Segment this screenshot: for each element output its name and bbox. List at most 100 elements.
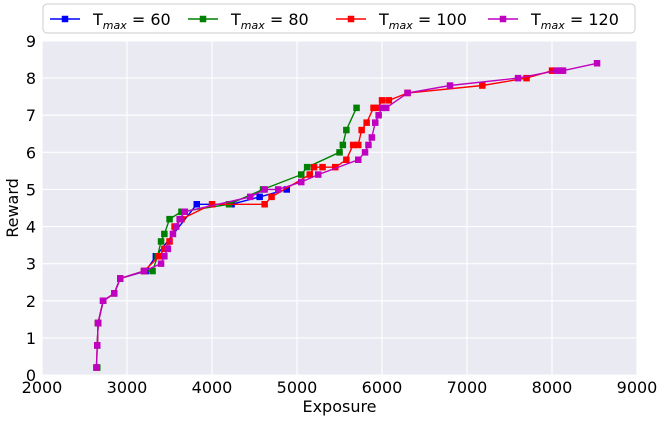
data-point	[166, 215, 173, 223]
data-point	[306, 171, 313, 178]
data-point	[368, 134, 376, 141]
data-point	[358, 126, 365, 134]
data-point	[261, 201, 268, 208]
data-point	[256, 193, 263, 201]
data-point	[93, 364, 100, 371]
y-tick-label: 1	[26, 329, 36, 348]
x-tick-label: 3000	[107, 378, 148, 397]
y-tick-label: 4	[26, 218, 36, 237]
legend-marker	[199, 15, 207, 23]
x-tick-label: 8000	[532, 378, 573, 397]
plot-background	[42, 41, 637, 375]
data-point	[355, 156, 362, 163]
data-point	[157, 260, 165, 267]
data-point	[303, 163, 311, 171]
x-tick-label: 9000	[617, 378, 658, 397]
data-point	[370, 104, 377, 112]
data-point	[319, 163, 326, 171]
data-point	[161, 230, 168, 238]
data-point	[385, 97, 393, 104]
data-point	[378, 104, 386, 112]
data-point	[353, 104, 360, 112]
data-point	[548, 67, 556, 74]
y-tick-label: 5	[26, 180, 36, 199]
data-point	[117, 275, 124, 282]
legend-entry: Tmax = 80	[188, 10, 309, 32]
data-point	[275, 186, 282, 193]
data-point	[361, 149, 369, 156]
legend-marker	[347, 15, 355, 23]
y-tick-label: 8	[26, 69, 36, 88]
data-point	[310, 163, 318, 171]
data-point	[593, 60, 601, 67]
data-point	[343, 156, 350, 163]
data-point	[404, 89, 411, 97]
data-point	[559, 67, 567, 74]
x-axis-ticks: 2000 3000 4000 5000 6000 7000 8000 9000	[22, 378, 658, 397]
data-point	[176, 215, 183, 223]
y-tick-label: 9	[26, 32, 36, 51]
data-point	[99, 297, 107, 304]
x-tick-label: 4000	[192, 378, 233, 397]
legend-entry: Tmax = 120	[488, 10, 619, 32]
data-point	[208, 201, 216, 208]
data-point	[283, 186, 290, 193]
y-tick-label: 2	[26, 292, 36, 311]
data-point	[446, 82, 454, 89]
y-axis-label: Reward	[3, 178, 22, 238]
x-tick-label: 6000	[362, 378, 403, 397]
legend-entry: Tmax = 60	[50, 10, 171, 32]
data-point	[161, 253, 168, 260]
data-point	[355, 141, 362, 149]
legend-marker	[499, 15, 507, 23]
legend-entry: Tmax = 100	[336, 10, 467, 32]
data-point	[261, 186, 268, 193]
data-point	[111, 290, 118, 297]
data-point	[247, 193, 254, 201]
legend-marker	[61, 15, 69, 23]
data-point	[343, 126, 350, 134]
legend-label: Tmax = 80	[230, 10, 309, 32]
data-point	[169, 230, 177, 238]
data-point	[363, 119, 370, 126]
data-point	[365, 141, 372, 149]
data-point	[336, 149, 343, 156]
data-point	[514, 74, 522, 82]
data-point	[178, 208, 185, 215]
data-point	[161, 245, 168, 253]
data-point	[553, 67, 560, 74]
data-point	[479, 82, 486, 89]
x-tick-label: 5000	[277, 378, 318, 397]
data-point	[298, 171, 305, 178]
legend: Tmax = 60 Tmax = 80 Tmax = 100 Tmax = 120	[42, 3, 636, 34]
data-point	[157, 238, 165, 245]
data-point	[372, 119, 379, 126]
data-point	[378, 97, 386, 104]
data-point	[315, 171, 322, 178]
data-point	[94, 342, 101, 349]
grid	[41, 40, 638, 376]
x-tick-label: 2000	[22, 378, 63, 397]
data-point	[156, 253, 163, 260]
data-point	[374, 104, 381, 112]
data-point	[268, 193, 275, 201]
data-point	[332, 163, 339, 171]
y-tick-label: 7	[26, 106, 36, 125]
data-point	[298, 178, 305, 186]
y-tick-label: 6	[26, 143, 36, 162]
x-axis-label: Exposure	[302, 397, 376, 416]
legend-label: Tmax = 100	[378, 10, 467, 32]
data-point	[181, 208, 188, 215]
data-point	[349, 141, 357, 149]
series-layer	[93, 60, 601, 371]
x-tick-label: 7000	[447, 378, 488, 397]
data-point	[383, 104, 390, 112]
data-point	[94, 319, 102, 327]
data-point	[375, 112, 382, 119]
data-point	[339, 141, 347, 149]
data-point	[164, 245, 172, 253]
series-3	[93, 60, 601, 371]
data-point	[166, 238, 173, 245]
data-point	[523, 74, 530, 82]
